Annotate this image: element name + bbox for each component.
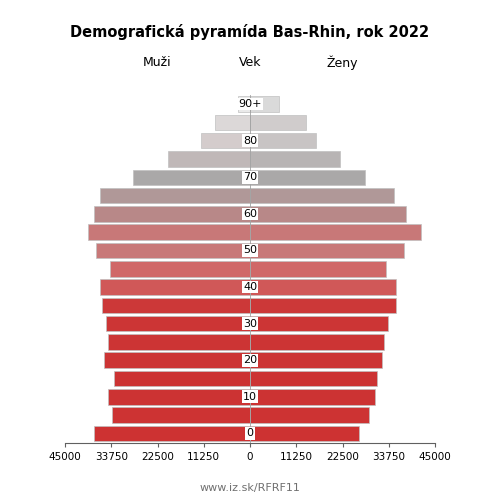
Bar xyxy=(102,298,250,313)
Bar xyxy=(110,261,250,276)
Bar xyxy=(114,370,250,386)
Bar xyxy=(250,224,420,240)
Bar xyxy=(250,370,378,386)
Text: Vek: Vek xyxy=(239,56,261,69)
Text: 60: 60 xyxy=(243,209,257,219)
Bar xyxy=(250,96,279,112)
Bar xyxy=(108,334,250,349)
Text: 90+: 90+ xyxy=(238,99,262,109)
Text: 70: 70 xyxy=(243,172,257,182)
Bar xyxy=(250,151,340,167)
Bar xyxy=(250,114,306,130)
Bar xyxy=(250,298,396,313)
Text: 80: 80 xyxy=(243,136,257,145)
Bar xyxy=(250,133,316,148)
Bar xyxy=(250,316,388,332)
Bar xyxy=(108,389,250,404)
Text: Demografická pyramída Bas-Rhin, rok 2022: Demografická pyramída Bas-Rhin, rok 2022 xyxy=(70,24,430,40)
Bar xyxy=(200,133,250,148)
Bar xyxy=(88,224,250,240)
Bar xyxy=(250,170,365,185)
Bar xyxy=(250,352,382,368)
Bar xyxy=(250,280,396,295)
Bar xyxy=(94,426,250,441)
Bar xyxy=(250,389,376,404)
Bar xyxy=(168,151,250,167)
Bar xyxy=(100,188,250,204)
Text: Ženy: Ženy xyxy=(327,55,358,70)
Bar xyxy=(250,261,386,276)
Bar xyxy=(250,408,369,423)
Text: www.iz.sk/RFRF11: www.iz.sk/RFRF11 xyxy=(200,482,300,492)
Bar xyxy=(215,114,250,130)
Bar xyxy=(250,206,406,222)
Bar xyxy=(250,426,359,441)
Bar xyxy=(100,280,250,295)
Text: 10: 10 xyxy=(243,392,257,402)
Bar xyxy=(250,242,404,258)
Text: 20: 20 xyxy=(243,355,257,365)
Bar xyxy=(238,96,250,112)
Bar xyxy=(96,242,250,258)
Bar xyxy=(250,334,384,349)
Bar xyxy=(133,170,250,185)
Text: 40: 40 xyxy=(243,282,257,292)
Text: 0: 0 xyxy=(246,428,254,438)
Text: 50: 50 xyxy=(243,246,257,256)
Text: Muži: Muži xyxy=(143,56,172,69)
Bar xyxy=(112,408,250,423)
Bar xyxy=(106,316,250,332)
Bar xyxy=(104,352,250,368)
Bar xyxy=(94,206,250,222)
Bar xyxy=(250,188,394,204)
Text: 30: 30 xyxy=(243,318,257,328)
